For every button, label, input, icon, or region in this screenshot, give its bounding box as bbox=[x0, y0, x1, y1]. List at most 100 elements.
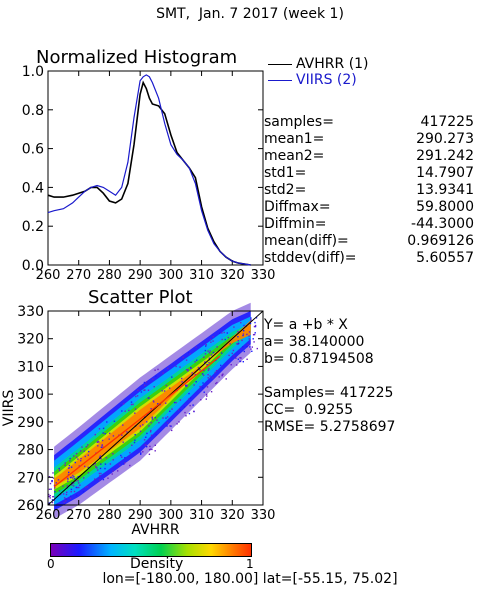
scatter-point bbox=[83, 450, 85, 452]
scatter-point bbox=[83, 477, 85, 479]
scatter-point bbox=[250, 348, 252, 350]
scatter-point bbox=[246, 346, 248, 348]
scatter-point bbox=[210, 354, 213, 356]
scatter-point bbox=[249, 322, 252, 325]
scatter-point bbox=[205, 398, 207, 400]
scatter-point bbox=[86, 486, 89, 488]
scatter-point bbox=[139, 430, 142, 432]
scatter-point bbox=[67, 473, 70, 476]
scatter-point bbox=[237, 340, 239, 342]
x-tick-label: 290 bbox=[128, 268, 153, 283]
colorbar-max-label: 1 bbox=[246, 557, 254, 571]
scatter-point bbox=[179, 366, 181, 368]
scatter-point bbox=[65, 493, 68, 496]
scatter-point bbox=[223, 331, 225, 334]
scatter-point bbox=[121, 410, 123, 412]
scatter-point bbox=[187, 370, 189, 372]
scatter-point bbox=[161, 390, 163, 392]
scatter-point bbox=[221, 374, 223, 376]
scatter-point bbox=[130, 403, 133, 406]
one-to-one-line bbox=[47, 310, 264, 506]
scatter-point bbox=[145, 381, 148, 383]
scatter-point bbox=[215, 369, 218, 372]
stat-label: mean(diff)= bbox=[264, 233, 349, 249]
scatter-point bbox=[58, 469, 61, 472]
legend-label-avhrr: AVHRR (1) bbox=[296, 56, 369, 72]
scatter-point bbox=[237, 342, 240, 345]
scatter-point bbox=[54, 491, 56, 493]
y-tick-label: 0.0 bbox=[22, 258, 44, 274]
scatter-point bbox=[123, 403, 125, 405]
scatter-point bbox=[69, 460, 71, 462]
scatter-point bbox=[144, 384, 146, 386]
scatter-point bbox=[205, 344, 207, 346]
scatter-point bbox=[74, 461, 76, 464]
legend-item-viirs: VIIRS (2) bbox=[268, 72, 369, 88]
scatter-point bbox=[53, 499, 55, 502]
scatter-point bbox=[165, 384, 168, 387]
scatter-point bbox=[166, 416, 169, 418]
scatter-point bbox=[64, 464, 66, 466]
y-tick-label: 280 bbox=[17, 443, 44, 459]
scatter-point bbox=[104, 463, 107, 465]
scatter-point bbox=[251, 350, 253, 352]
scatter-point bbox=[69, 476, 72, 479]
scatter-point bbox=[189, 404, 191, 407]
x-tick-label: 280 bbox=[97, 268, 122, 283]
scatter-point bbox=[202, 387, 204, 389]
scatter-point bbox=[94, 478, 96, 480]
scatter-point bbox=[243, 330, 245, 332]
scatter-point bbox=[78, 465, 80, 467]
scatter-point bbox=[254, 324, 257, 327]
scatter-point bbox=[196, 359, 198, 361]
scatter-point bbox=[231, 352, 233, 355]
scatter-point bbox=[158, 422, 160, 424]
scatter-point bbox=[216, 346, 218, 348]
y-tick-label: 320 bbox=[17, 332, 44, 348]
legend-item-avhrr: AVHRR (1) bbox=[268, 56, 369, 72]
scatter-point bbox=[84, 465, 86, 468]
scatter-point bbox=[226, 332, 228, 334]
scatter-point bbox=[152, 378, 154, 380]
scatter-point bbox=[255, 317, 258, 319]
scatter-point bbox=[77, 482, 80, 484]
scatter-point bbox=[87, 454, 89, 456]
y-tick-label: 0.6 bbox=[22, 142, 44, 158]
scatter-point bbox=[112, 470, 114, 472]
scatter-point bbox=[165, 417, 167, 419]
scatter-point bbox=[99, 456, 101, 458]
scatter-point bbox=[251, 346, 253, 348]
scatter-point bbox=[166, 422, 169, 424]
scatter-point bbox=[207, 374, 209, 376]
scatter-point bbox=[70, 466, 73, 468]
scatter-point bbox=[77, 476, 79, 478]
scatter-point bbox=[200, 399, 202, 401]
scatter-point bbox=[206, 364, 208, 366]
scatter-point bbox=[202, 382, 204, 384]
scatter-point bbox=[53, 484, 56, 487]
histogram-stats: samples= 417225 mean1= 290.273 mean2= 291.242… bbox=[264, 114, 474, 267]
legend-swatch-viirs bbox=[268, 79, 292, 81]
scatter-point bbox=[104, 467, 106, 470]
scatter-point bbox=[52, 477, 55, 479]
scatter-point bbox=[204, 353, 207, 355]
scatter-point bbox=[50, 488, 52, 490]
scatter-point bbox=[151, 448, 153, 451]
scatter-title: Scatter Plot bbox=[88, 287, 193, 308]
regression-line bbox=[53, 355, 221, 488]
scatter-point bbox=[147, 389, 150, 391]
scatter-point bbox=[63, 497, 66, 499]
stat-value: 0.969126 bbox=[407, 233, 474, 249]
scatter-point bbox=[63, 501, 65, 504]
scatter-point bbox=[77, 480, 79, 482]
scatter-point bbox=[70, 491, 72, 493]
scatter-point bbox=[72, 485, 75, 487]
scatter-point bbox=[68, 467, 70, 469]
scatter-point bbox=[179, 399, 182, 401]
scatter-point bbox=[254, 321, 256, 324]
scatter-point bbox=[88, 450, 90, 453]
x-tick-label: 320 bbox=[220, 508, 245, 523]
scatter-point bbox=[117, 470, 119, 472]
stat-value: 290.273 bbox=[416, 131, 474, 147]
